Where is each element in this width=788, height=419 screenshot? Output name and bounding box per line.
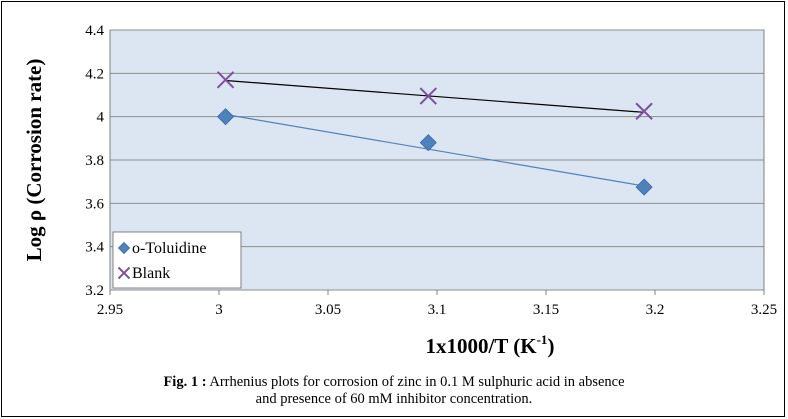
legend-label-blank: Blank: [132, 265, 170, 282]
caption-text: Arrhenius plots for corrosion of zinc in…: [206, 374, 625, 390]
caption-line-2: and presence of 60 mM inhibitor concentr…: [255, 391, 533, 407]
y-axis-label: Log ρ (Corrosion rate): [22, 59, 46, 262]
legend: o-Toluidine Blank: [112, 231, 242, 289]
chart: 3.23.43.63.844.24.4 2.95 3 3.05 3.1 3.15 3.2 3…: [22, 23, 777, 358]
y-tick-label: 4: [97, 110, 105, 126]
legend-marker-o-toluidine: [117, 241, 131, 255]
figure-caption: Fig. 1 : Arrhenius plots for corrosion o…: [0, 374, 788, 408]
x-axis-label: 1x1000/T (K-1): [426, 332, 555, 358]
trendlines: [225, 79, 645, 187]
y-tick-label: 3.2: [85, 283, 104, 299]
point-o-toluidine: [216, 108, 235, 126]
legend-label-o-toluidine: o-Toluidine: [132, 240, 206, 257]
point-blank: [216, 71, 235, 89]
x-tick-label: 3.1: [428, 302, 447, 318]
y-tick-label: 4.4: [85, 23, 104, 39]
caption-label: Fig. 1 :: [163, 374, 207, 390]
x-tick-labels: 2.95 3 3.05 3.1 3.15 3.2 3.25: [97, 290, 777, 318]
y-tick-label: 4.2: [85, 66, 104, 82]
point-blank: [635, 102, 653, 120]
x-tick-label: 3: [215, 302, 223, 318]
data-points: [216, 71, 653, 196]
point-blank: [419, 87, 437, 105]
y-tick-label: 3.6: [85, 196, 104, 212]
trendline-o-toluidine: [225, 113, 645, 187]
y-tick-label: 3.8: [85, 153, 104, 169]
y-tick-label: 3.4: [85, 240, 104, 256]
trendline-blank: [225, 79, 645, 113]
x-tick-label: 3.2: [646, 302, 665, 318]
x-tick-label: 3.25: [751, 302, 777, 318]
x-tick-label: 3.05: [315, 302, 341, 318]
x-tick-label: 3.15: [533, 302, 559, 318]
y-tick-labels: 3.2 3.4 3.6 3.8 4 4.2 4.4: [85, 23, 104, 299]
x-tick-label: 2.95: [97, 302, 123, 318]
legend-box: [112, 231, 242, 289]
point-o-toluidine: [419, 134, 437, 152]
legend-marker-blank: [117, 266, 131, 280]
point-o-toluidine: [635, 178, 653, 196]
